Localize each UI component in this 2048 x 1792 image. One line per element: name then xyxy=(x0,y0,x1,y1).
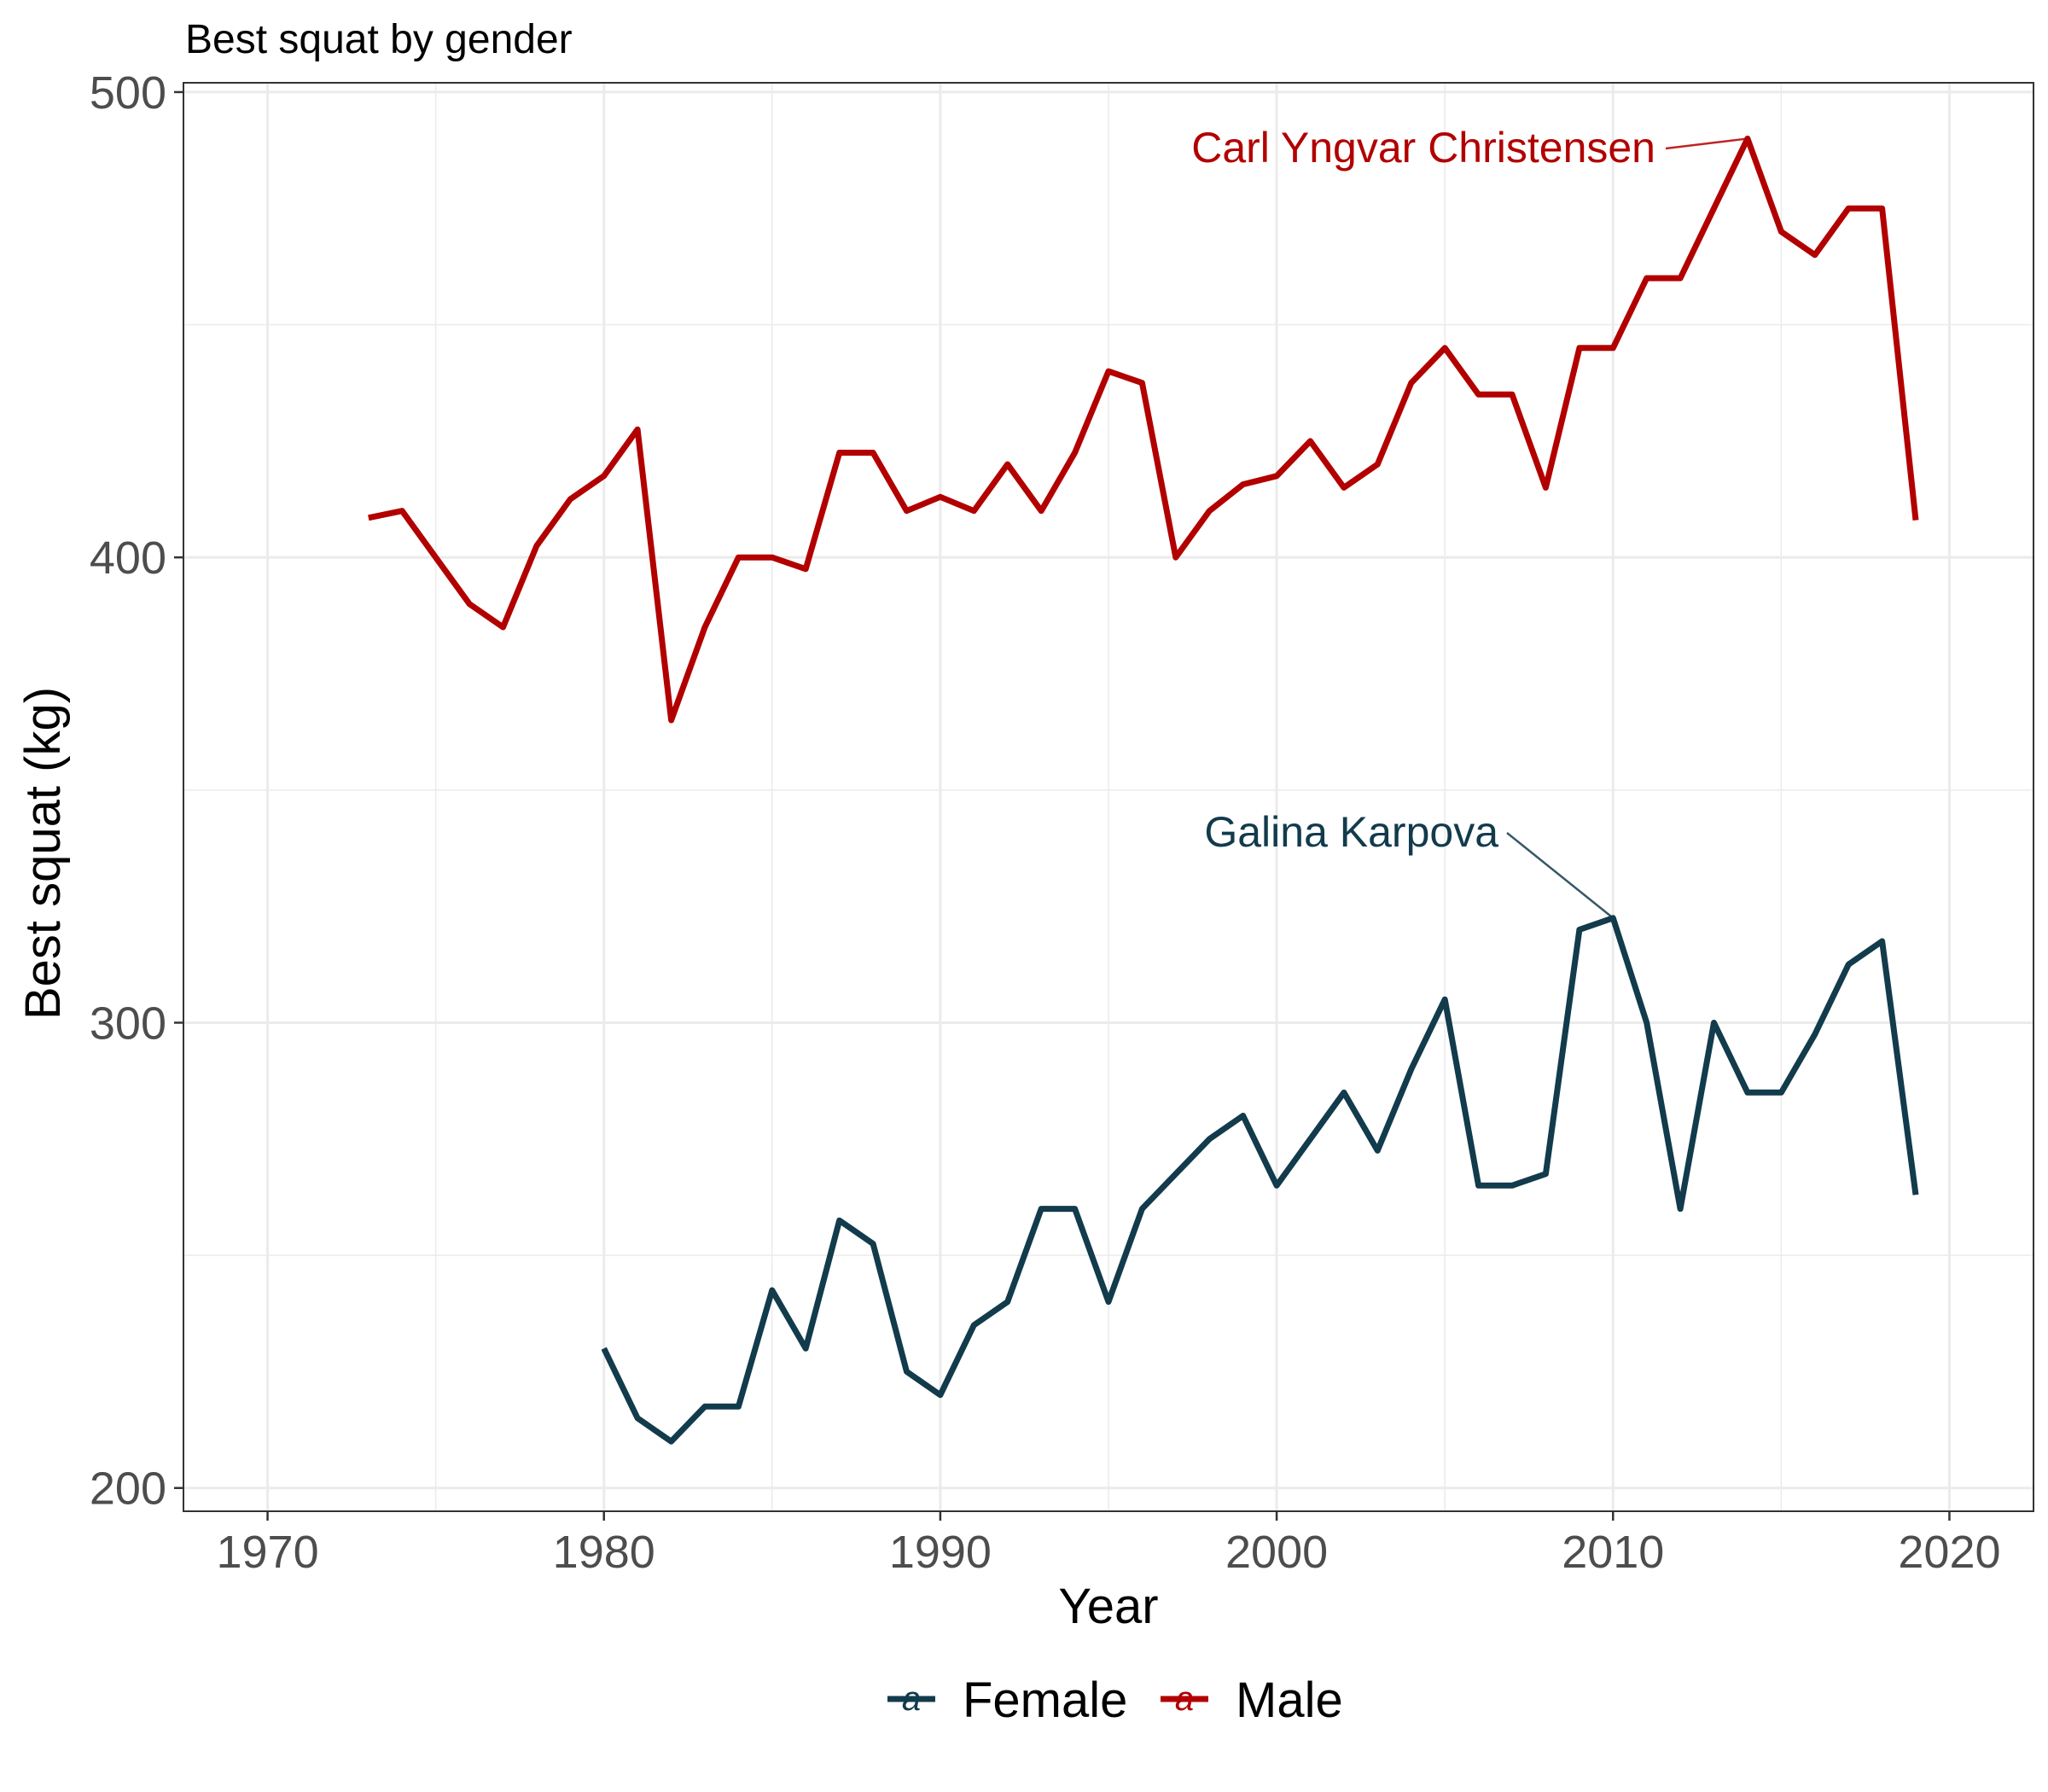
x-tick-label: 1980 xyxy=(553,1527,655,1578)
x-tick-label: 1970 xyxy=(216,1527,318,1578)
series-layer xyxy=(368,135,1919,1445)
x-axis-title: Year xyxy=(1058,1579,1158,1634)
grid xyxy=(183,83,2033,1511)
y-tick-label: 400 xyxy=(90,532,166,584)
y-tick-label: 200 xyxy=(90,1463,166,1515)
legend-key-glyph: a xyxy=(1175,1680,1194,1718)
annotation-label: Galina Karpova xyxy=(1204,808,1498,856)
x-tick-label: 2010 xyxy=(1562,1527,1664,1578)
x-tick-label: 2020 xyxy=(1898,1527,2000,1578)
legend-key-glyph: a xyxy=(902,1680,921,1718)
legend: a Female a Male xyxy=(887,1673,1343,1728)
legend-label-male: Male xyxy=(1236,1673,1343,1728)
panel-border xyxy=(183,82,2034,1512)
annotation-layer: Carl Yngvar Christensen Galina Karpova xyxy=(1191,124,1748,919)
axis-ticks: 1970 1980 1990 2000 2010 2020 200 300 400 500 xyxy=(90,67,2001,1578)
annotation-label: Carl Yngvar Christensen xyxy=(1191,124,1655,172)
series-line-female xyxy=(601,915,1919,1445)
x-tick-label: 2000 xyxy=(1225,1527,1328,1578)
series-line-male xyxy=(368,135,1919,724)
y-tick-label: 500 xyxy=(90,67,166,119)
chart-title: Best squat by gender xyxy=(185,17,573,62)
annotation-leader-line xyxy=(1665,137,1748,150)
x-tick-label: 1990 xyxy=(889,1527,992,1578)
y-axis-title: Best squat (kg) xyxy=(15,687,71,1020)
y-tick-label: 300 xyxy=(90,998,166,1049)
annotation-leader-line xyxy=(1506,832,1615,919)
legend-label-female: Female xyxy=(963,1673,1127,1728)
